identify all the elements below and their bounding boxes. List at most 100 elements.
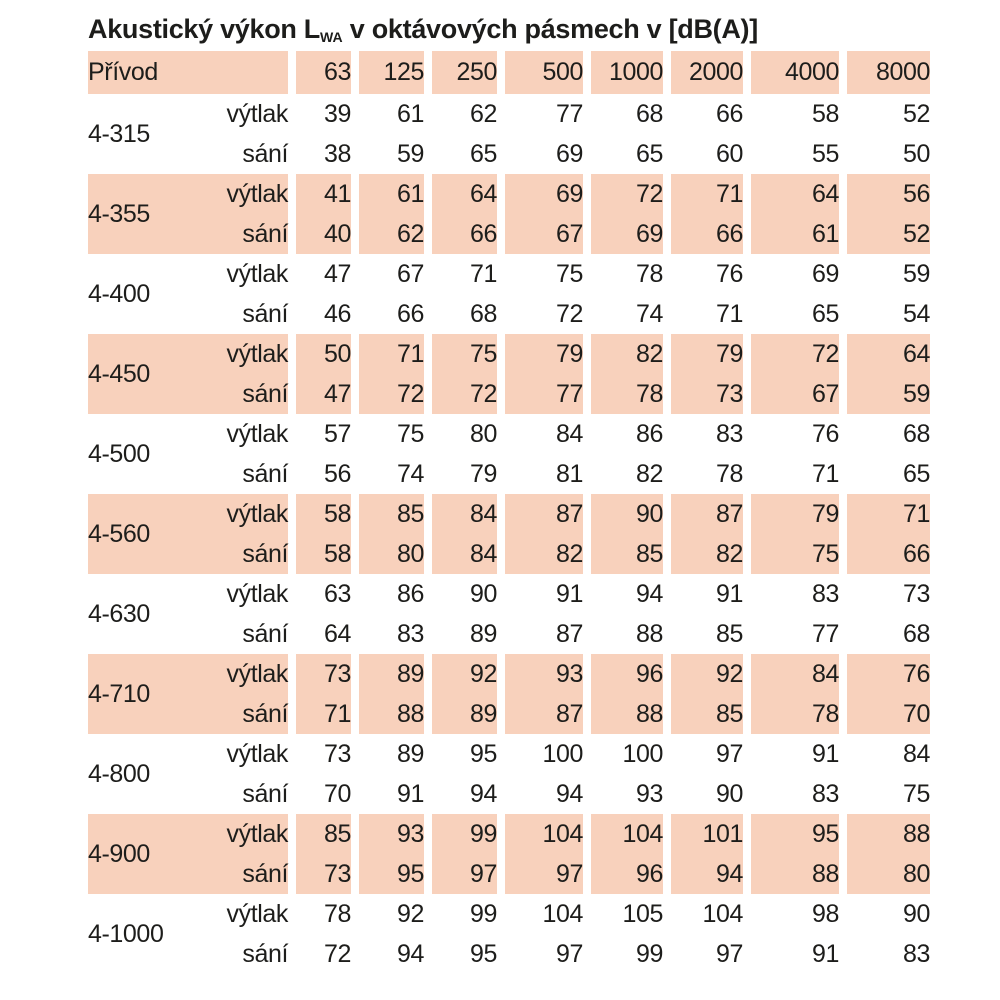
value-cell-discharge-2000: 66 xyxy=(663,94,743,134)
value-cell-discharge-63: 78 xyxy=(288,894,351,934)
model-row-discharge: 4-900 výtlak 85 93 99 104 104 101 95 88 xyxy=(88,814,930,894)
value-cell-suction-1000: 85 xyxy=(583,534,663,574)
flow-label-discharge: výtlak xyxy=(226,899,289,928)
value-cell-discharge-250: 99 xyxy=(424,894,497,934)
value-cell-discharge-1000: 94 xyxy=(583,574,663,614)
value-cell-discharge-8000: 73 xyxy=(839,574,930,614)
value-cell-discharge-250: 90 xyxy=(424,574,497,614)
value-cell-suction-8000: 50 xyxy=(839,134,930,174)
value-cell-suction-8000: 54 xyxy=(839,294,930,334)
freq-header-2000: 2000 xyxy=(663,51,743,94)
value-cell-suction-4000: 91 xyxy=(743,934,839,974)
header-row: Přívod 63 125 250 500 1000 2000 4000 800… xyxy=(88,51,930,94)
value-cell-discharge-4000: 64 xyxy=(743,174,839,214)
value-cell-suction-500: 72 xyxy=(497,294,583,334)
value-cell-discharge-1000: 72 xyxy=(583,174,663,214)
model-row-suction: sání 70 91 94 94 93 90 83 75 xyxy=(88,774,930,814)
value-cell-discharge-500: 100 xyxy=(497,734,583,774)
model-row-discharge: 4-560 výtlak 58 85 84 87 90 87 79 71 xyxy=(88,494,930,574)
flow-label-discharge: výtlak xyxy=(226,99,289,128)
flow-label-suction: sání xyxy=(203,854,288,894)
value-cell-suction-250: 65 xyxy=(424,134,497,174)
value-cell-discharge-63: 57 xyxy=(288,414,351,454)
flow-label-suction: sání xyxy=(242,619,289,648)
value-cell-suction-500: 94 xyxy=(497,774,583,814)
value-cell-suction-250: 94 xyxy=(424,774,497,814)
model-row-discharge: 4-630 výtlak 63 86 90 91 94 91 83 73 xyxy=(88,574,930,628)
value-cell-discharge-250: 84 xyxy=(424,494,497,534)
value-cell-suction-8000: 80 xyxy=(839,854,930,894)
freq-header-4000: 4000 xyxy=(743,51,839,94)
value-cell-suction-63: 40 xyxy=(288,214,351,254)
model-cell: 4-710 xyxy=(88,654,203,734)
value-cell-discharge-1000: 100 xyxy=(583,734,663,774)
value-cell-suction-63: 64 xyxy=(288,614,351,654)
flow-label-suction: sání xyxy=(203,694,288,734)
value-cell-suction-4000: 88 xyxy=(743,854,839,894)
value-cell-suction-250: 79 xyxy=(424,454,497,494)
flow-label-discharge: výtlak xyxy=(226,259,289,288)
model-cell: 4-400 xyxy=(88,279,150,308)
value-cell-discharge-500: 75 xyxy=(497,254,583,294)
value-cell-discharge-500: 79 xyxy=(497,334,583,374)
freq-header-63: 63 xyxy=(288,51,351,94)
value-cell-suction-125: 59 xyxy=(351,134,424,174)
value-cell-suction-4000: 67 xyxy=(743,374,839,414)
flow-label-suction: sání xyxy=(203,374,288,414)
model-cell: 4-560 xyxy=(88,494,203,574)
value-cell-discharge-1000: 104 xyxy=(583,814,663,854)
value-cell-discharge-500: 69 xyxy=(497,174,583,214)
value-cell-suction-1000: 74 xyxy=(583,294,663,334)
value-cell-suction-500: 67 xyxy=(497,214,583,254)
value-cell-suction-500: 69 xyxy=(497,134,583,174)
value-cell-discharge-500: 104 xyxy=(497,894,583,934)
value-cell-suction-63: 47 xyxy=(288,374,351,414)
value-cell-discharge-63: 41 xyxy=(288,174,351,214)
freq-header-1000: 1000 xyxy=(583,51,663,94)
value-cell-suction-4000: 65 xyxy=(743,294,839,334)
model-row-suction: sání 40 62 66 67 69 66 61 52 xyxy=(88,214,930,254)
value-cell-suction-8000: 68 xyxy=(839,614,930,654)
value-cell-suction-4000: 77 xyxy=(743,614,839,654)
value-cell-suction-125: 72 xyxy=(351,374,424,414)
freq-header-125: 125 xyxy=(351,51,424,94)
model-row-discharge: 4-800 výtlak 73 89 95 100 100 97 91 84 xyxy=(88,734,930,788)
model-row-discharge: 4-400 výtlak 47 67 71 75 78 76 69 59 xyxy=(88,254,930,308)
model-row-suction: sání 46 66 68 72 74 71 65 54 xyxy=(88,294,930,334)
value-cell-suction-63: 70 xyxy=(288,774,351,814)
value-cell-discharge-2000: 79 xyxy=(663,334,743,374)
value-cell-discharge-1000: 96 xyxy=(583,654,663,694)
value-cell-suction-2000: 90 xyxy=(663,774,743,814)
value-cell-suction-500: 97 xyxy=(497,854,583,894)
value-cell-discharge-8000: 52 xyxy=(839,94,930,134)
value-cell-discharge-63: 58 xyxy=(288,494,351,534)
value-cell-suction-1000: 88 xyxy=(583,694,663,734)
model-cell: 4-500 xyxy=(88,439,150,468)
value-cell-suction-63: 46 xyxy=(288,294,351,334)
value-cell-suction-250: 68 xyxy=(424,294,497,334)
model-row-discharge: 4-450 výtlak 50 71 75 79 82 79 72 64 xyxy=(88,334,930,414)
value-cell-suction-250: 95 xyxy=(424,934,497,974)
value-cell-discharge-4000: 72 xyxy=(743,334,839,374)
value-cell-discharge-250: 62 xyxy=(424,94,497,134)
flow-label-discharge: výtlak xyxy=(203,814,288,854)
value-cell-suction-1000: 93 xyxy=(583,774,663,814)
value-cell-suction-250: 89 xyxy=(424,694,497,734)
value-cell-suction-125: 66 xyxy=(351,294,424,334)
value-cell-suction-500: 87 xyxy=(497,614,583,654)
value-cell-discharge-1000: 105 xyxy=(583,894,663,934)
value-cell-suction-2000: 82 xyxy=(663,534,743,574)
value-cell-suction-125: 88 xyxy=(351,694,424,734)
value-cell-suction-4000: 78 xyxy=(743,694,839,734)
value-cell-discharge-125: 67 xyxy=(351,254,424,294)
value-cell-suction-500: 82 xyxy=(497,534,583,574)
value-cell-discharge-63: 39 xyxy=(288,94,351,134)
value-cell-suction-4000: 61 xyxy=(743,214,839,254)
value-cell-suction-63: 73 xyxy=(288,854,351,894)
flow-label-discharge: výtlak xyxy=(203,654,288,694)
value-cell-discharge-125: 92 xyxy=(351,894,424,934)
value-cell-suction-1000: 65 xyxy=(583,134,663,174)
value-cell-suction-63: 38 xyxy=(288,134,351,174)
value-cell-discharge-8000: 56 xyxy=(839,174,930,214)
value-cell-discharge-1000: 68 xyxy=(583,94,663,134)
